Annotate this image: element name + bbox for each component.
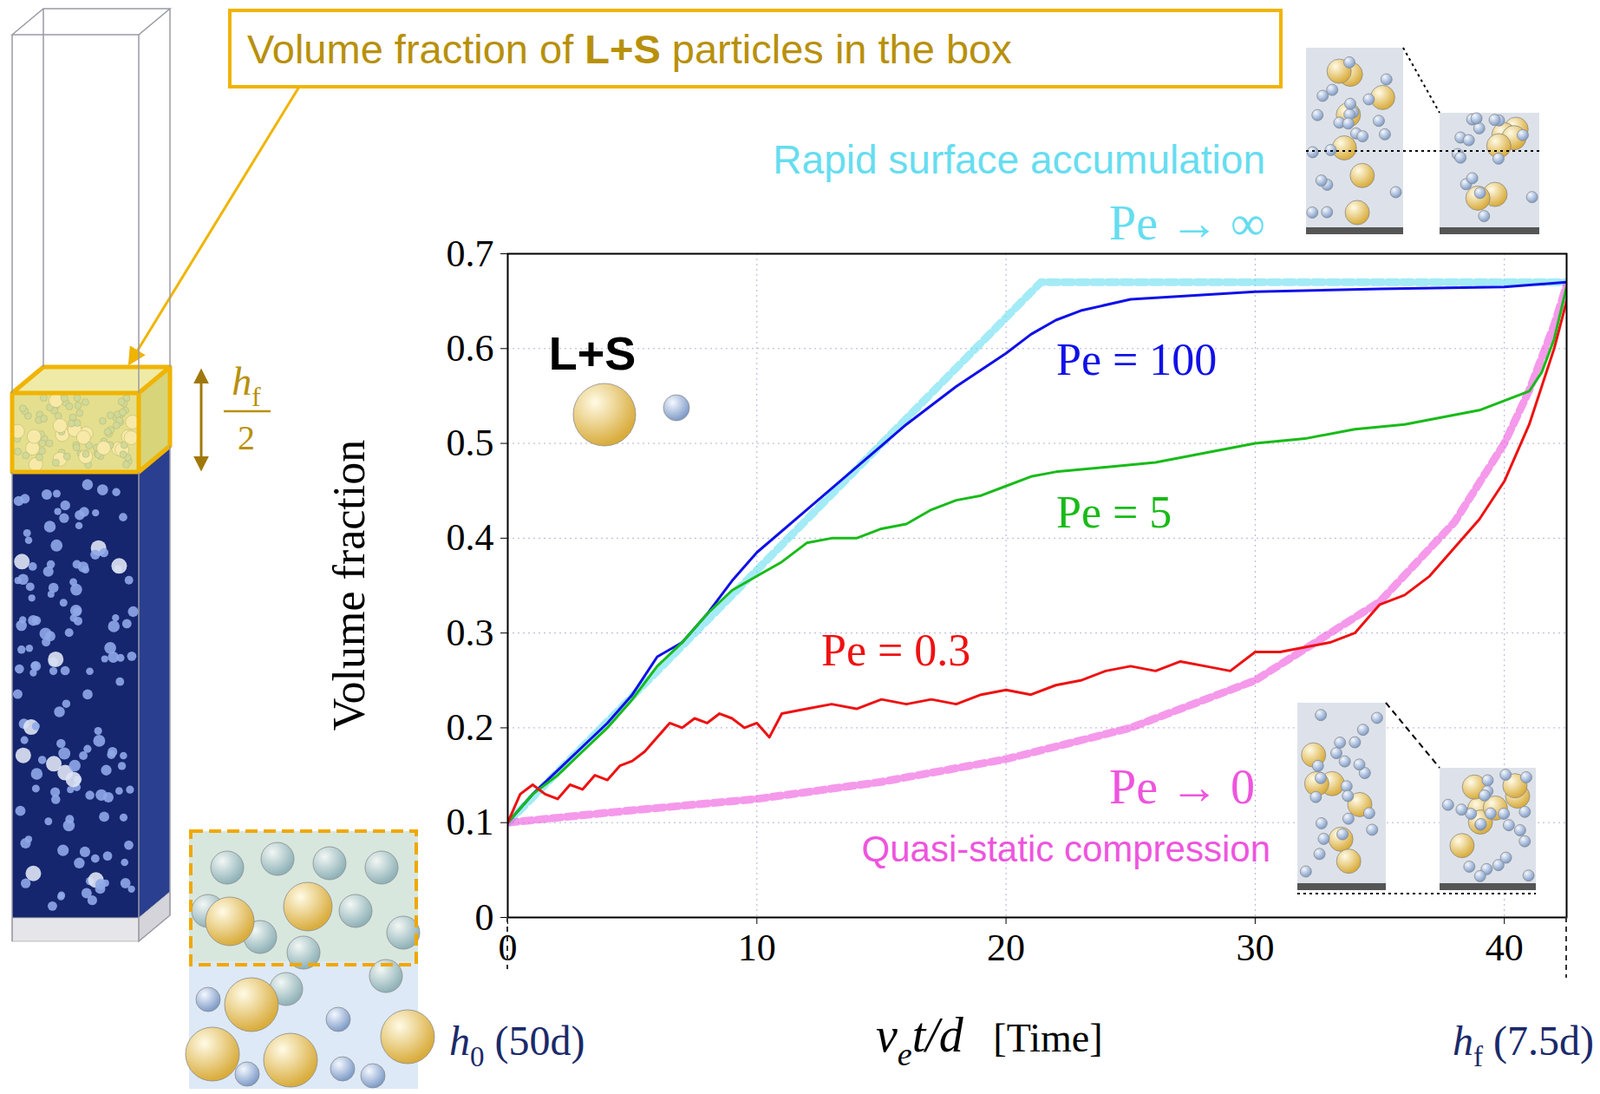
svg-text:Pe → ∞: Pe → ∞ (1109, 195, 1266, 250)
svg-text:vet/d [Time]: vet/d [Time] (875, 1007, 1103, 1072)
svg-text:L+S: L+S (548, 326, 637, 379)
svg-text:0.1: 0.1 (446, 800, 495, 843)
svg-text:40: 40 (1485, 926, 1524, 969)
svg-text:Volume fraction: Volume fraction (324, 439, 374, 732)
svg-text:Pe → 0: Pe → 0 (1109, 759, 1255, 814)
svg-text:Volume fraction of L+S particl: Volume fraction of L+S particles in the … (247, 26, 1013, 72)
svg-text:Pe = 0.3: Pe = 0.3 (821, 625, 971, 675)
svg-text:Rapid surface accumulation: Rapid surface accumulation (772, 137, 1266, 183)
svg-text:10: 10 (737, 926, 777, 969)
svg-text:0.2: 0.2 (446, 705, 495, 749)
svg-text:Quasi-static compression: Quasi-static compression (862, 828, 1272, 869)
svg-text:0.3: 0.3 (446, 611, 495, 654)
svg-text:0: 0 (475, 895, 495, 939)
svg-text:Pe = 100: Pe = 100 (1056, 334, 1217, 385)
svg-text:20: 20 (986, 926, 1026, 969)
svg-text:h0 (50d): h0 (50d) (449, 1017, 585, 1072)
svg-text:hf: hf (231, 359, 262, 412)
svg-text:0.7: 0.7 (446, 232, 495, 275)
svg-text:0.4: 0.4 (446, 515, 495, 559)
svg-text:Pe = 5: Pe = 5 (1056, 487, 1172, 537)
svg-text:30: 30 (1235, 926, 1274, 969)
svg-text:0.6: 0.6 (446, 326, 495, 370)
svg-text:0.5: 0.5 (446, 421, 495, 464)
svg-text:hf (7.5d): hf (7.5d) (1452, 1017, 1594, 1072)
svg-text:0: 0 (498, 925, 518, 969)
svg-text:2: 2 (237, 417, 255, 458)
